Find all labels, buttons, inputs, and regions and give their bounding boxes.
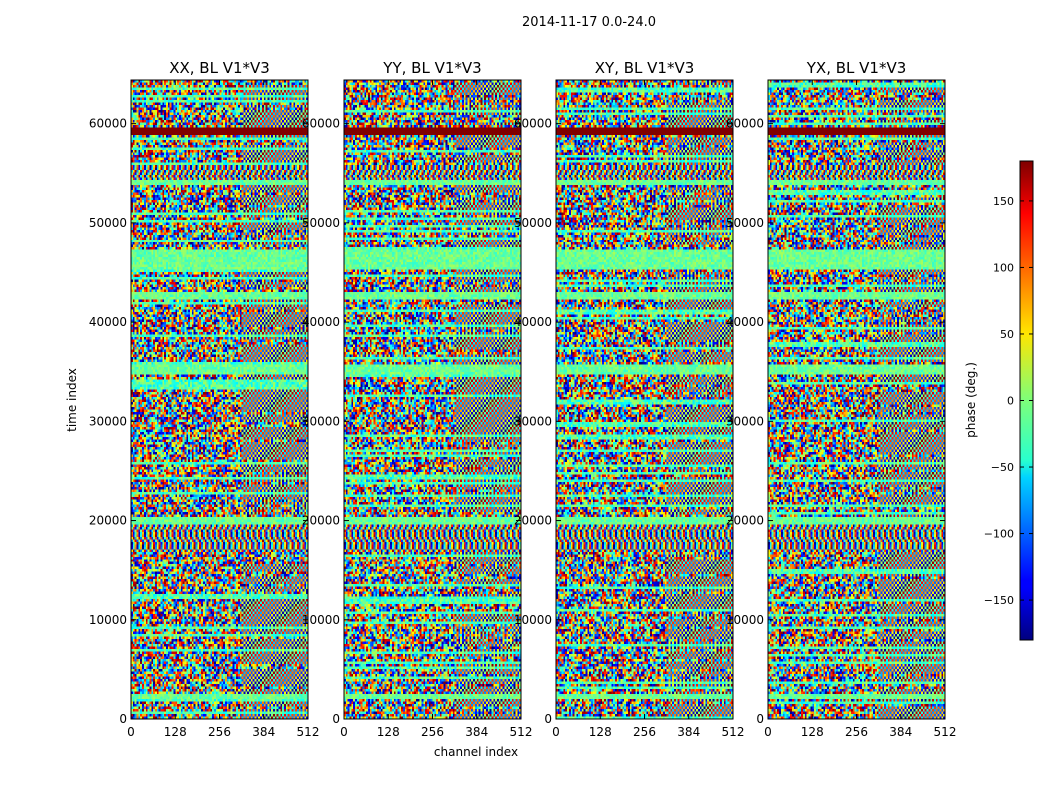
- panel-3: YX, BL V1*V3 0 128 256 384 512 0 10000 20000 3000…: [726, 59, 957, 739]
- colorbar-tick-label: −150: [984, 594, 1014, 607]
- y-tick-label: 40000: [89, 315, 127, 329]
- panel-heatmap: [344, 80, 521, 719]
- panel-title: XY, BL V1*V3: [595, 59, 695, 77]
- y-tick-label: 0: [119, 712, 127, 726]
- y-tick-label: 40000: [514, 315, 552, 329]
- y-tick-label: 60000: [514, 117, 552, 131]
- y-tick-label: 30000: [89, 414, 127, 428]
- panels: XX, BL V1*V3 0 128 256 384 512 0 10000 20000 3000…: [89, 59, 957, 739]
- colorbar-label: phase (deg.): [964, 362, 978, 438]
- x-tick-label: 256: [633, 725, 656, 739]
- colorbar-tick-label: 100: [993, 261, 1014, 274]
- x-tick-label: 512: [510, 725, 533, 739]
- y-axis-label: time index: [65, 368, 79, 432]
- y-tick-label: 30000: [726, 414, 764, 428]
- y-tick-label: 20000: [302, 514, 340, 528]
- colorbar-tick-label: −100: [984, 528, 1014, 541]
- y-tick-label: 60000: [726, 117, 764, 131]
- x-tick-label: 128: [589, 725, 612, 739]
- colorbar-tick-label: 0: [1007, 395, 1014, 408]
- panel-heatmap: [556, 80, 733, 719]
- panel-heatmap: [131, 80, 308, 719]
- y-tick-label: 20000: [514, 514, 552, 528]
- colorbar-tick-label: 150: [993, 195, 1014, 208]
- x-tick-label: 384: [677, 725, 700, 739]
- y-tick-label: 10000: [89, 613, 127, 627]
- y-tick-label: 0: [332, 712, 340, 726]
- x-tick-label: 256: [421, 725, 444, 739]
- x-axis-label: channel index: [434, 745, 518, 759]
- y-tick-label: 10000: [726, 613, 764, 627]
- y-tick-label: 20000: [89, 514, 127, 528]
- x-tick-label: 384: [889, 725, 912, 739]
- x-tick-label: 384: [465, 725, 488, 739]
- x-tick-label: 512: [722, 725, 745, 739]
- y-tick-label: 20000: [726, 514, 764, 528]
- y-tick-label: 50000: [302, 216, 340, 230]
- panel-title: YX, BL V1*V3: [806, 59, 907, 77]
- x-tick-label: 512: [297, 725, 320, 739]
- y-tick-label: 0: [756, 712, 764, 726]
- colorbar-ticks: 150 100 50 0 −50 −100 −150: [984, 195, 1033, 607]
- y-tick-label: 60000: [302, 117, 340, 131]
- y-tick-label: 60000: [89, 117, 127, 131]
- panel-1: YY, BL V1*V3 0 128 256 384 512 0 10000 20000 3000…: [302, 59, 533, 739]
- x-tick-label: 0: [552, 725, 560, 739]
- x-tick-label: 128: [801, 725, 824, 739]
- x-tick-label: 0: [340, 725, 348, 739]
- colorbar-tick-label: 50: [1000, 328, 1014, 341]
- x-tick-label: 256: [208, 725, 231, 739]
- y-tick-label: 50000: [514, 216, 552, 230]
- y-tick-label: 10000: [302, 613, 340, 627]
- x-tick-label: 128: [164, 725, 187, 739]
- colorbar: 150 100 50 0 −50 −100 −150 phase (deg.): [964, 160, 1034, 641]
- x-tick-label: 0: [764, 725, 772, 739]
- panel-heatmap: [768, 80, 945, 719]
- panel-2: XY, BL V1*V3 0 128 256 384 512 0 10000 20000 3000…: [514, 59, 745, 739]
- figure-title: 2014-11-17 0.0-24.0: [522, 15, 656, 30]
- x-tick-label: 512: [934, 725, 957, 739]
- y-tick-label: 50000: [89, 216, 127, 230]
- panel-title: XX, BL V1*V3: [169, 59, 270, 77]
- colorbar-tick-label: −50: [991, 461, 1014, 474]
- x-tick-label: 256: [845, 725, 868, 739]
- panel-0: XX, BL V1*V3 0 128 256 384 512 0 10000 20000 3000…: [89, 59, 320, 739]
- x-tick-label: 384: [252, 725, 275, 739]
- y-tick-label: 40000: [726, 315, 764, 329]
- y-tick-label: 30000: [514, 414, 552, 428]
- y-tick-label: 50000: [726, 216, 764, 230]
- x-tick-label: 0: [127, 725, 135, 739]
- y-tick-label: 30000: [302, 414, 340, 428]
- y-tick-label: 10000: [514, 613, 552, 627]
- x-tick-label: 128: [377, 725, 400, 739]
- y-tick-label: 0: [544, 712, 552, 726]
- y-tick-label: 40000: [302, 315, 340, 329]
- panel-title: YY, BL V1*V3: [382, 59, 481, 77]
